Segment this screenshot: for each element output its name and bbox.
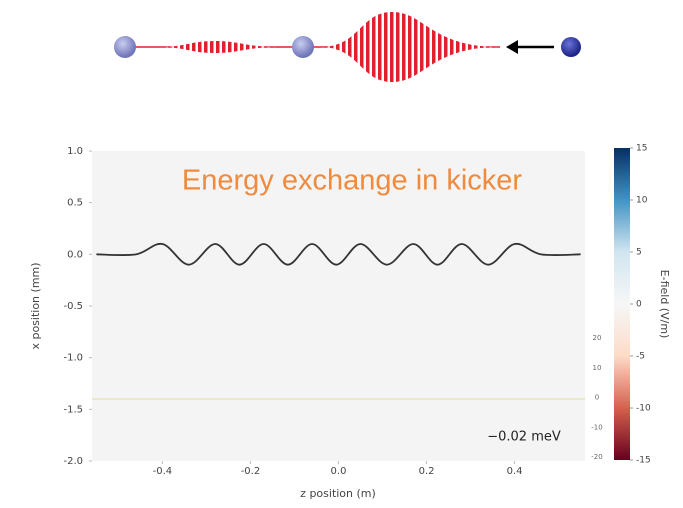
- colorbar-tick-label: -15: [636, 456, 651, 466]
- x-axis-label: z position (m): [300, 487, 376, 500]
- y2-tick-label: -20: [591, 453, 602, 461]
- particle: [292, 36, 314, 58]
- y-tick-label: 1.0: [67, 146, 83, 157]
- colorbar-tick-label: 0: [636, 300, 642, 310]
- x-tick-label: 0.4: [507, 466, 523, 477]
- y-tick-label: 0.5: [67, 198, 83, 209]
- y-tick-label: -1.0: [63, 353, 83, 364]
- particle: [561, 37, 581, 57]
- y-tick-label: 0.0: [67, 249, 83, 260]
- arrow-head: [506, 40, 518, 54]
- figure: Energy exchange in kicker −0.02 meV z po…: [0, 0, 683, 508]
- plot-area: [92, 151, 585, 461]
- particle: [114, 36, 136, 58]
- colorbar-tick-label: -5: [636, 352, 645, 362]
- x-tick-label: -0.4: [153, 466, 173, 477]
- wave-packet: [160, 41, 280, 53]
- y2-tick-label: -10: [591, 423, 602, 431]
- y2-tick-label: 10: [593, 364, 602, 372]
- wave-packet: [320, 12, 500, 82]
- beam-illustration: [114, 12, 581, 82]
- colorbar-label: E-field (V/m): [658, 270, 671, 339]
- page: {"chart_data": { "type": "line", "annota…: [0, 0, 683, 508]
- x-tick-label: 0.2: [419, 466, 435, 477]
- annotation: Energy exchange in kicker: [182, 165, 522, 197]
- y2-tick-label: 20: [593, 334, 602, 342]
- colorbar-tick-label: -10: [636, 404, 651, 414]
- x-tick-label: 0.0: [331, 466, 347, 477]
- colorbar: [614, 148, 630, 460]
- y2-tick-label: 0: [595, 394, 599, 402]
- y-tick-label: -0.5: [63, 301, 83, 312]
- x-tick-label: -0.2: [241, 466, 261, 477]
- energy-label: −0.02 meV: [487, 430, 561, 445]
- colorbar-tick-label: 15: [636, 144, 647, 154]
- colorbar-tick-label: 10: [636, 196, 648, 206]
- y-tick-label: -2.0: [63, 456, 83, 467]
- y-tick-label: -1.5: [63, 404, 83, 415]
- colorbar-tick-label: 5: [636, 248, 642, 258]
- y-axis-label: x position (mm): [29, 262, 42, 349]
